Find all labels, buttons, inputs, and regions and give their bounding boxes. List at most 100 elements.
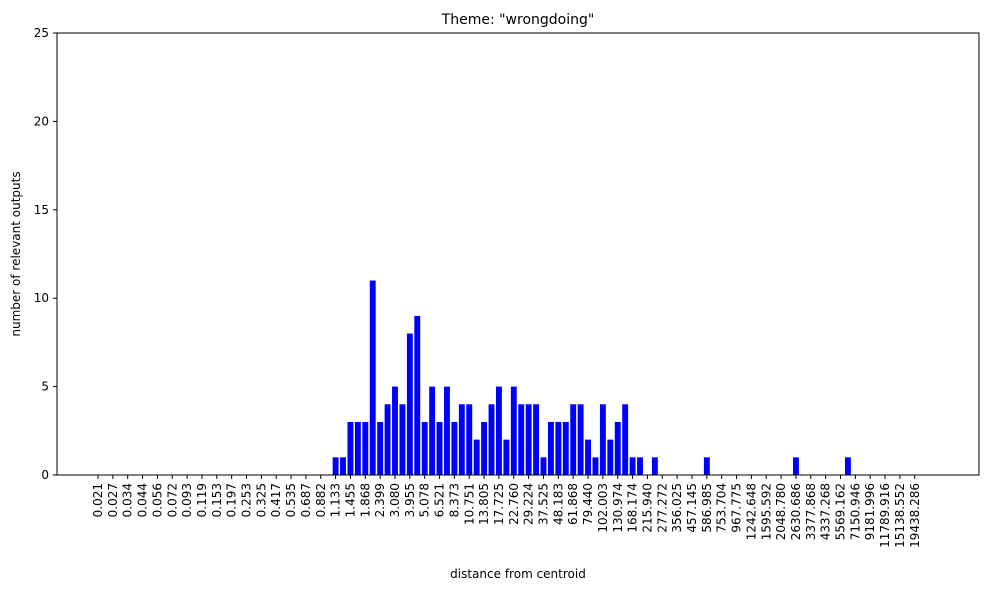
bar	[793, 457, 799, 475]
x-tick-label: 215.940	[640, 483, 654, 533]
bar	[629, 457, 636, 475]
bar	[406, 333, 413, 475]
x-tick-label: 0.093	[180, 483, 194, 517]
x-tick-label: 0.027	[106, 483, 120, 517]
x-tick-label: 17.725	[492, 483, 506, 525]
x-axis-label: distance from centroid	[450, 567, 586, 581]
x-tick-label: 9181.996	[863, 483, 877, 540]
bar	[577, 404, 584, 475]
bar	[362, 421, 369, 475]
y-tick-label: 20	[34, 114, 49, 128]
x-tick-label: 0.056	[150, 483, 164, 517]
x-tick-label: 79.440	[581, 483, 595, 525]
x-tick-label: 7150.946	[848, 483, 862, 540]
bar	[570, 404, 577, 475]
bar	[421, 421, 428, 475]
x-tick-label: 130.974	[611, 483, 625, 533]
x-tick-label: 1242.648	[744, 483, 758, 540]
bar	[525, 404, 532, 475]
x-tick-label: 0.021	[91, 483, 105, 517]
bar	[436, 421, 443, 475]
bar	[444, 386, 450, 475]
x-tick-label: 0.072	[165, 483, 179, 517]
plot-frame	[56, 32, 980, 476]
x-tick-label: 2630.686	[789, 483, 803, 540]
x-tick-label: 0.044	[136, 483, 150, 517]
x-tick-label: 0.417	[269, 483, 283, 517]
x-tick-label: 0.197	[225, 483, 239, 517]
x-tick-label: 4337.268	[819, 483, 833, 540]
bar	[332, 457, 339, 475]
chart-title: Theme: "wrongdoing"	[441, 12, 595, 28]
bar	[703, 457, 710, 475]
y-axis-label: number of relevant outputs	[9, 171, 23, 336]
x-tick-label: 0.325	[254, 483, 268, 517]
x-tick-label: 1.133	[329, 483, 343, 517]
x-tick-label: 277.272	[655, 483, 669, 533]
x-tick-label: 0.882	[314, 483, 328, 517]
x-tick-label: 0.153	[210, 483, 224, 517]
bar	[354, 421, 361, 475]
bar	[637, 457, 643, 475]
bar	[540, 457, 547, 475]
x-tick-label: 10.751	[462, 483, 476, 525]
x-tick-label: 2048.780	[774, 483, 788, 540]
bar	[547, 421, 554, 475]
bar	[340, 457, 346, 475]
bar	[562, 421, 569, 475]
y-tick-label: 0	[41, 468, 49, 482]
bar	[533, 404, 540, 475]
bar	[458, 404, 465, 475]
x-tick-label: 586.985	[700, 483, 714, 533]
x-tick-label: 0.535	[284, 483, 298, 517]
bar	[429, 386, 436, 475]
bar	[607, 439, 614, 475]
x-tick-label: 0.034	[121, 483, 135, 517]
y-tick-label: 15	[34, 203, 49, 217]
x-tick-label: 0.253	[240, 483, 254, 517]
y-tick-label: 25	[34, 26, 49, 40]
x-tick-label: 0.687	[299, 483, 313, 517]
bar	[466, 404, 473, 475]
bar	[503, 439, 510, 475]
bar	[496, 386, 502, 475]
bar	[622, 404, 629, 475]
bar	[451, 421, 458, 475]
x-tick-label: 22.760	[507, 483, 521, 525]
y-tick-label: 10	[34, 291, 49, 305]
bar	[347, 421, 354, 475]
x-tick-label: 356.025	[670, 483, 684, 533]
x-tick-label: 457.145	[685, 483, 699, 533]
bar	[614, 421, 621, 475]
x-tick-label: 11789.916	[878, 483, 892, 548]
x-tick-label: 3.955	[403, 483, 417, 517]
x-tick-label: 1.868	[358, 483, 372, 517]
x-tick-label: 5569.162	[834, 483, 848, 540]
x-tick-label: 61.868	[566, 483, 580, 525]
bar	[473, 439, 480, 475]
y-axis-ticks: 0 5 10 15 20 25	[34, 26, 57, 482]
bars	[332, 280, 851, 475]
bar	[651, 457, 658, 475]
x-tick-label: 13.805	[477, 483, 491, 525]
bar	[369, 280, 376, 475]
x-tick-label: 48.183	[551, 483, 565, 525]
x-tick-label: 753.704	[715, 483, 729, 533]
bar	[585, 439, 591, 475]
x-tick-label: 6.521	[433, 483, 447, 517]
y-tick-label: 5	[41, 380, 49, 394]
bar	[377, 421, 384, 475]
x-tick-label: 0.119	[195, 483, 209, 517]
x-tick-label: 1.455	[343, 483, 357, 517]
x-tick-label: 168.174	[626, 483, 640, 533]
x-tick-label: 8.373	[447, 483, 461, 517]
bar	[399, 404, 406, 475]
x-tick-label: 5.078	[418, 483, 432, 517]
x-tick-label: 37.525	[537, 483, 551, 525]
bar	[599, 404, 606, 475]
bar	[510, 386, 517, 475]
bar	[384, 404, 391, 475]
x-tick-label: 19438.286	[908, 483, 922, 548]
bar	[488, 404, 495, 475]
bar	[555, 421, 562, 475]
